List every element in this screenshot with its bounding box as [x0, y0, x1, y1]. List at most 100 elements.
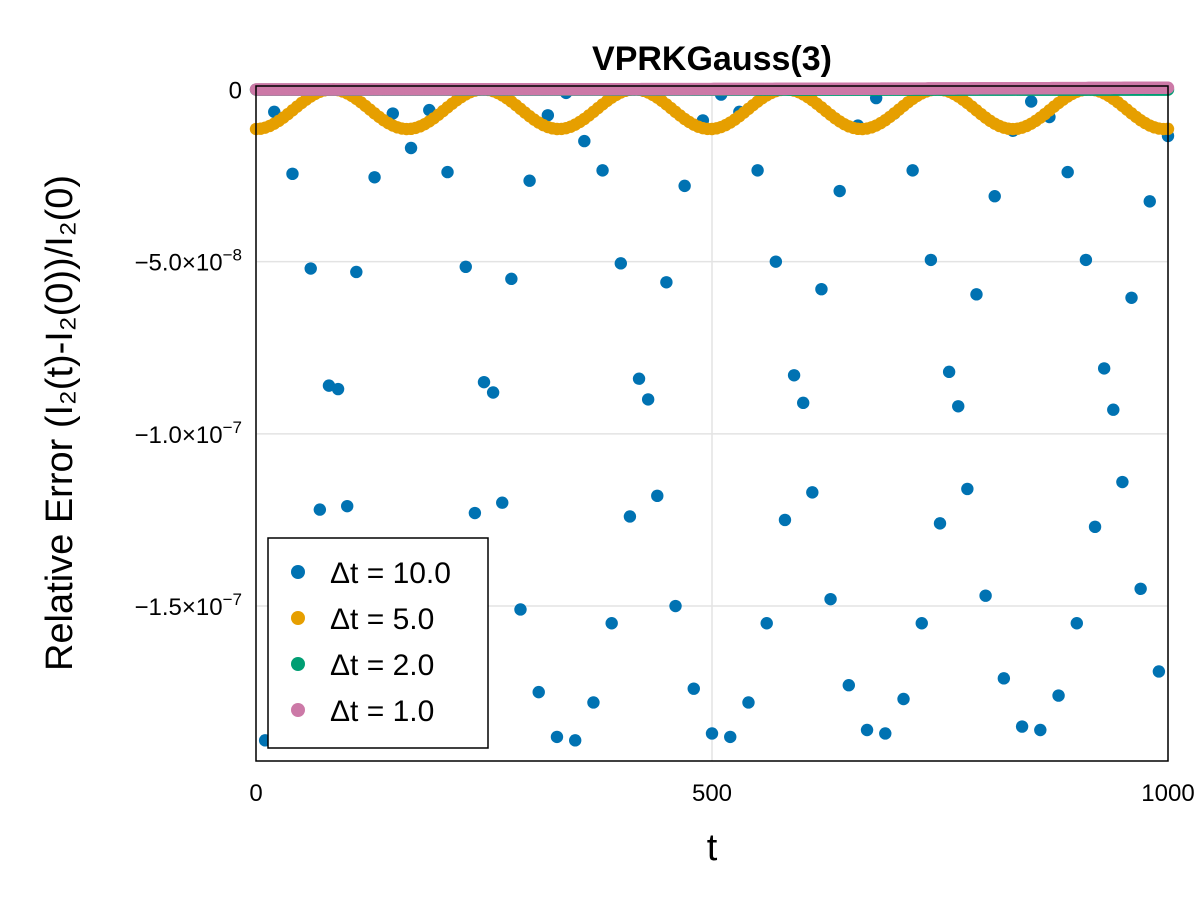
legend-label: Δt = 2.0: [330, 649, 434, 682]
data-point-dt-10: [660, 276, 673, 289]
data-point-dt-10: [578, 134, 591, 148]
legend-marker: [291, 611, 305, 625]
data-point-dt-10: [751, 164, 764, 177]
data-point-dt-10: [587, 696, 600, 709]
data-point-dt-10: [833, 184, 846, 198]
data-point-dt-10: [742, 696, 755, 709]
data-point-dt-10: [942, 365, 956, 379]
legend-marker: [291, 565, 305, 579]
data-point-dt-10: [1034, 723, 1047, 737]
data-point-dt-10: [1107, 403, 1120, 416]
data-point-dt-10: [569, 734, 582, 747]
data-point-dt-10: [1079, 253, 1093, 267]
data-point-dt-10: [970, 288, 983, 301]
data-point-dt-10: [678, 179, 691, 193]
data-point-dt-10: [623, 510, 637, 523]
y-tick-label: −1.5×10−7: [135, 590, 242, 621]
data-point-dt-10: [641, 393, 655, 406]
data-point-dt-10: [787, 369, 801, 382]
data-point-dt-10: [997, 672, 1011, 685]
data-point-dt-10: [651, 489, 664, 503]
y-axis-label: Relative Error (I₂(t)-I₂(0))/I₂(0): [39, 175, 81, 671]
plot-frame: [255, 85, 1169, 762]
legend-label: Δt = 10.0: [330, 557, 451, 590]
x-axis-label: t: [707, 827, 718, 869]
data-point-dt-10: [477, 375, 491, 389]
data-point-dt-10: [915, 617, 928, 630]
data-point-dt-10: [331, 382, 345, 396]
data-point-dt-10: [459, 260, 472, 274]
data-point-dt-10: [605, 617, 618, 630]
y-tick-label: −5.0×10−8: [135, 246, 242, 277]
data-point-dt-10: [468, 506, 482, 520]
data-point-dt-10: [724, 730, 737, 744]
data-point-dt-10: [1152, 665, 1166, 678]
legend-marker: [291, 703, 305, 717]
data-point-dt-10: [514, 603, 527, 616]
data-point-dt-10: [368, 171, 381, 184]
data-point-dt-10: [313, 503, 327, 516]
x-tick-label: 1000: [1141, 780, 1194, 807]
data-point-dt-10: [632, 372, 646, 385]
data-point-dt-10: [1052, 689, 1065, 702]
data-point-dt-10: [505, 272, 518, 286]
data-point-dt-10: [541, 109, 555, 122]
data-point-dt-10: [1061, 165, 1074, 179]
data-point-dt-10: [879, 727, 892, 740]
data-point-dt-10: [1088, 520, 1102, 534]
data-point-dt-10: [441, 165, 454, 179]
data-point-dt-10: [1070, 617, 1084, 630]
data-point-dt-10: [532, 685, 545, 699]
data-point-dt-10: [496, 496, 509, 509]
data-point-dt-10: [897, 692, 910, 706]
data-point-dt-10: [486, 386, 500, 399]
data-point-dt-10: [1025, 95, 1038, 108]
data-point-dt-10: [523, 174, 536, 187]
data-point-dt-10: [906, 164, 919, 177]
data-point-dt-10: [596, 164, 609, 177]
data-point-dt-10: [933, 517, 947, 530]
data-point-dt-10: [961, 482, 974, 496]
data-point-dt-10: [1143, 195, 1156, 208]
axis-ticks: 0 500 1000 0 −5.0×10−8 −1.0×10−7 −1.5×10−7: [135, 77, 1195, 807]
data-point-dt-10: [1015, 720, 1029, 733]
legend-label: Δt = 1.0: [330, 695, 434, 728]
data-point-dt-10: [860, 723, 874, 737]
data-point-dt-10: [687, 682, 700, 695]
x-tick-label: 0: [249, 780, 262, 807]
data-point-dt-10: [988, 190, 1001, 203]
data-point-dt-10: [1097, 362, 1111, 375]
data-point-dt-10: [286, 167, 299, 181]
data-point-dt-10: [341, 499, 354, 513]
data-point-dt-10: [705, 727, 719, 740]
legend: Δt = 10.0 Δt = 5.0 Δt = 2.0 Δt = 1.0: [267, 537, 489, 749]
y-tick-label: 0: [229, 77, 242, 104]
data-point-dt-10: [806, 486, 819, 499]
data-point-dt-10: [924, 253, 938, 267]
y-tick-label: −1.0×10−7: [135, 418, 242, 449]
data-point-dt-10: [1125, 291, 1138, 304]
data-point-dt-10: [778, 513, 792, 527]
data-point-dt-10: [304, 262, 317, 275]
chart-title: VPRKGauss(3): [592, 40, 832, 78]
data-point-dt-10: [797, 396, 810, 410]
legend-label: Δt = 5.0: [330, 603, 434, 636]
x-tick-label: 500: [692, 780, 732, 807]
data-point-dt-10: [842, 679, 855, 692]
data-point-dt-10: [350, 265, 363, 279]
data-point-dt-10: [1116, 475, 1129, 489]
data-point-dt-10: [815, 282, 828, 296]
data-point-dt-10: [824, 592, 837, 606]
data-point-dt-10: [952, 400, 965, 413]
data-point-dt-10: [769, 255, 783, 268]
data-point-dt-10: [614, 257, 627, 270]
data-point-dt-10: [1134, 582, 1147, 596]
data-point-dt-10: [669, 599, 682, 613]
legend-marker: [291, 657, 305, 671]
data-point-dt-10: [760, 617, 773, 630]
data-point-dt-10: [404, 141, 418, 155]
data-point-dt-10: [550, 730, 564, 744]
data-point-dt-10: [979, 589, 992, 602]
